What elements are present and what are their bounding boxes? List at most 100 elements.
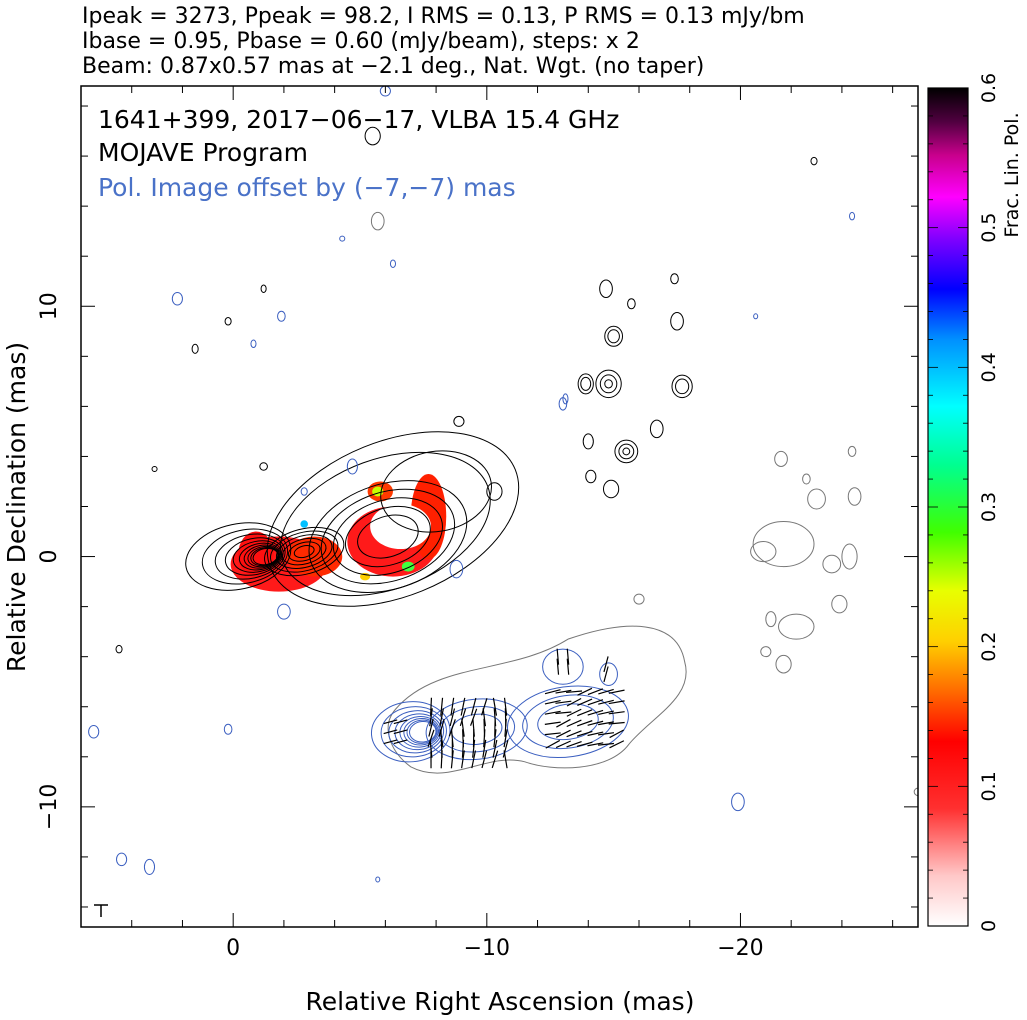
negative-contour xyxy=(831,594,848,614)
evpa-vector xyxy=(428,718,434,737)
polarized-contour-isolated xyxy=(346,458,358,475)
evpa-vector xyxy=(393,729,408,735)
evpa-vector xyxy=(470,708,478,726)
evpa-vector xyxy=(393,719,408,725)
intensity-contour-isolated xyxy=(599,279,613,299)
negative-contour xyxy=(765,611,777,628)
x-tick-label: 0 xyxy=(226,936,240,961)
polarized-contour-outer xyxy=(507,685,629,758)
evpa-vector xyxy=(439,729,444,748)
evpa-vector xyxy=(427,729,435,747)
intensity-contour-core xyxy=(185,522,292,591)
intensity-contour-isolated xyxy=(595,369,622,399)
polarized-contour-isolated xyxy=(300,487,308,496)
intensity-contour-isolated xyxy=(649,419,664,439)
evpa-vector xyxy=(492,739,498,758)
polarized-contour-core xyxy=(406,719,438,744)
polarized-contour-isolated xyxy=(379,86,391,97)
evpa-vector xyxy=(393,739,408,745)
negative-contour xyxy=(633,593,645,605)
evpa-vector xyxy=(491,750,499,769)
intensity-contour-outer xyxy=(344,505,431,568)
evpa-vector xyxy=(461,718,465,737)
evpa-vector xyxy=(503,697,508,716)
negative-contour xyxy=(822,554,842,574)
colorbar-tick-label: 0.4 xyxy=(978,352,1000,382)
polarized-contour-isolated xyxy=(339,235,346,242)
y-axis-label: Relative Declination (mas) xyxy=(2,342,31,672)
intensity-contour-small xyxy=(224,317,232,326)
source-title: 1641+399, 2017−06−17, VLBA 15.4 GHz xyxy=(98,105,619,134)
evpa-vector xyxy=(492,697,498,716)
negative-contour xyxy=(802,473,811,485)
evpa-vector xyxy=(577,687,593,696)
negative-contour xyxy=(774,450,788,467)
evpa-vector xyxy=(459,708,467,727)
intensity-contour-small xyxy=(260,284,267,293)
evpa-vector xyxy=(608,689,625,694)
negative-contour xyxy=(760,646,772,658)
x-axis-label: Relative Right Ascension (mas) xyxy=(306,987,695,1016)
polarized-contour-outer xyxy=(522,694,614,750)
evpa-vector xyxy=(566,648,570,665)
evpa-vector xyxy=(598,742,615,746)
intensity-contour-knot xyxy=(287,541,321,562)
intensity-contour-lobe xyxy=(486,482,503,501)
beam-marker xyxy=(94,904,108,917)
polarized-contour-isolated xyxy=(143,858,156,875)
intensity-contour-small xyxy=(810,156,818,166)
negative-contour xyxy=(847,445,857,457)
intensity-contour-small xyxy=(259,462,268,471)
intensity-contour-isolated xyxy=(670,273,679,285)
intensity-contour-outer xyxy=(332,497,443,576)
evpa-vector xyxy=(566,708,582,717)
polarization-vectors xyxy=(383,648,625,769)
intensity-contour-isolated xyxy=(364,126,381,146)
polarized-contour-isolated xyxy=(389,259,397,268)
intensity-contour-isolated xyxy=(580,376,592,391)
evpa-vector xyxy=(555,700,572,704)
intensity-contour-outer xyxy=(357,514,419,559)
evpa-vector xyxy=(383,729,398,735)
evpa-vector xyxy=(448,719,456,737)
colorbar-tick-label: 0.6 xyxy=(978,73,1000,103)
polarized-contour-isolated xyxy=(277,310,286,322)
fracpol-highlight xyxy=(401,561,415,572)
colorbar-tick-label: 0 xyxy=(978,920,1000,932)
intensity-contour-isolated xyxy=(618,443,635,460)
colorbar-tick-label: 0.1 xyxy=(978,771,1000,801)
evpa-vector xyxy=(440,750,443,769)
polarized-envelope-contour xyxy=(387,625,687,774)
polarized-contour-isolated xyxy=(223,723,233,735)
colorbar-label: Frac. Lin. Pol. xyxy=(1001,112,1023,237)
evpa-vector xyxy=(587,709,604,716)
y-tick-label: −10 xyxy=(37,784,62,830)
evpa-vector xyxy=(504,718,507,737)
evpa-vector xyxy=(430,697,433,716)
polarized-contour-isolated xyxy=(375,876,381,883)
evpa-vector xyxy=(587,731,604,737)
evpa-vector xyxy=(608,721,625,725)
evpa-vector xyxy=(556,658,560,675)
evpa-vector xyxy=(439,708,444,727)
polarized-contour-isolated xyxy=(849,211,856,221)
evpa-vector xyxy=(544,710,561,715)
y-tick-label: 10 xyxy=(37,292,62,320)
fracpol-region-gap xyxy=(370,503,432,550)
intensity-contour-isolated xyxy=(622,447,631,456)
evpa-vector xyxy=(598,699,614,705)
polarized-contour-isolated xyxy=(116,852,128,867)
negative-contour xyxy=(841,543,858,570)
intensity-contour-outer xyxy=(320,488,456,585)
intensity-contour-isolated xyxy=(577,373,594,395)
colorbar-ticks: 0 0.1 0.2 0.3 0.4 0.5 0.6 xyxy=(928,73,1000,932)
evpa-vector xyxy=(598,732,615,736)
evpa-vector xyxy=(608,700,625,705)
evpa-vector xyxy=(482,739,487,758)
intensity-contour-isolated xyxy=(604,325,624,347)
header-line-2: Ibase = 0.95, Pbase = 0.60 (mJy/beam), s… xyxy=(82,29,640,54)
negative-contour xyxy=(775,654,792,674)
evpa-vector xyxy=(555,689,572,694)
intensity-contour-isolated xyxy=(602,479,620,499)
